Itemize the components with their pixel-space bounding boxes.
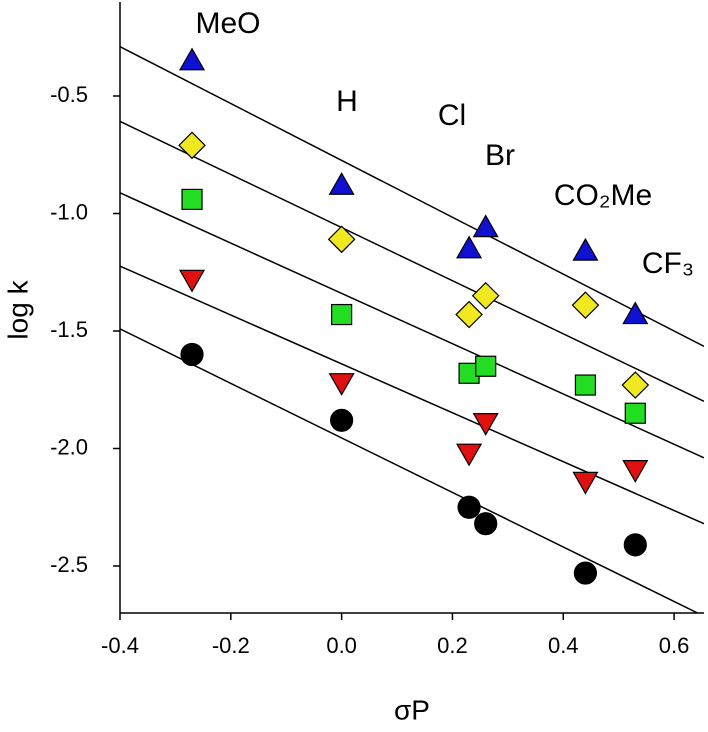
y-tick-label: -1.0 xyxy=(50,199,88,224)
point xyxy=(622,301,649,325)
point xyxy=(621,371,650,399)
point xyxy=(178,47,206,71)
y-tick-label: -0.5 xyxy=(50,82,88,107)
point xyxy=(178,131,206,160)
point xyxy=(574,374,597,396)
point xyxy=(474,512,498,536)
point xyxy=(456,443,483,467)
x-tick-label: 0.0 xyxy=(326,633,357,658)
point xyxy=(571,291,600,319)
point xyxy=(328,172,355,195)
point xyxy=(623,533,647,557)
point xyxy=(178,269,206,293)
point xyxy=(471,281,500,310)
x-tick-label: 0.4 xyxy=(548,633,579,658)
y-tick-label: -1.5 xyxy=(50,317,88,342)
point xyxy=(622,460,649,483)
y-axis-label: log k xyxy=(2,279,33,339)
point xyxy=(181,188,203,210)
fit-line xyxy=(120,328,700,613)
substituent-label: CO₂Me xyxy=(554,179,652,212)
point xyxy=(572,471,599,495)
point xyxy=(457,495,481,519)
point xyxy=(624,402,646,424)
fit-line xyxy=(120,265,704,525)
point xyxy=(330,408,354,432)
x-tick-label: 0.6 xyxy=(659,633,690,658)
point xyxy=(455,300,483,329)
substituent-label: CF₃ xyxy=(642,247,694,280)
substituent-label: Br xyxy=(485,139,515,172)
substituent-label: Cl xyxy=(438,99,466,132)
point xyxy=(472,413,499,436)
point xyxy=(573,561,598,585)
point xyxy=(456,235,483,259)
fit-line xyxy=(120,120,704,402)
fit-line xyxy=(120,45,704,348)
fit-line xyxy=(120,192,704,459)
point xyxy=(331,303,353,326)
point xyxy=(328,373,355,396)
point xyxy=(327,225,356,254)
substituent-label: MeO xyxy=(195,7,260,40)
x-tick-label: -0.4 xyxy=(101,633,139,658)
point xyxy=(475,355,497,377)
substituent-label: H xyxy=(336,85,358,118)
point xyxy=(472,214,499,238)
x-tick-label: -0.2 xyxy=(212,633,250,658)
x-axis-label: σP xyxy=(394,694,430,725)
y-tick-label: -2.0 xyxy=(50,434,88,459)
x-tick-label: 0.2 xyxy=(437,633,468,658)
point xyxy=(180,342,204,367)
y-tick-label: -2.5 xyxy=(50,552,88,577)
point xyxy=(572,237,599,261)
